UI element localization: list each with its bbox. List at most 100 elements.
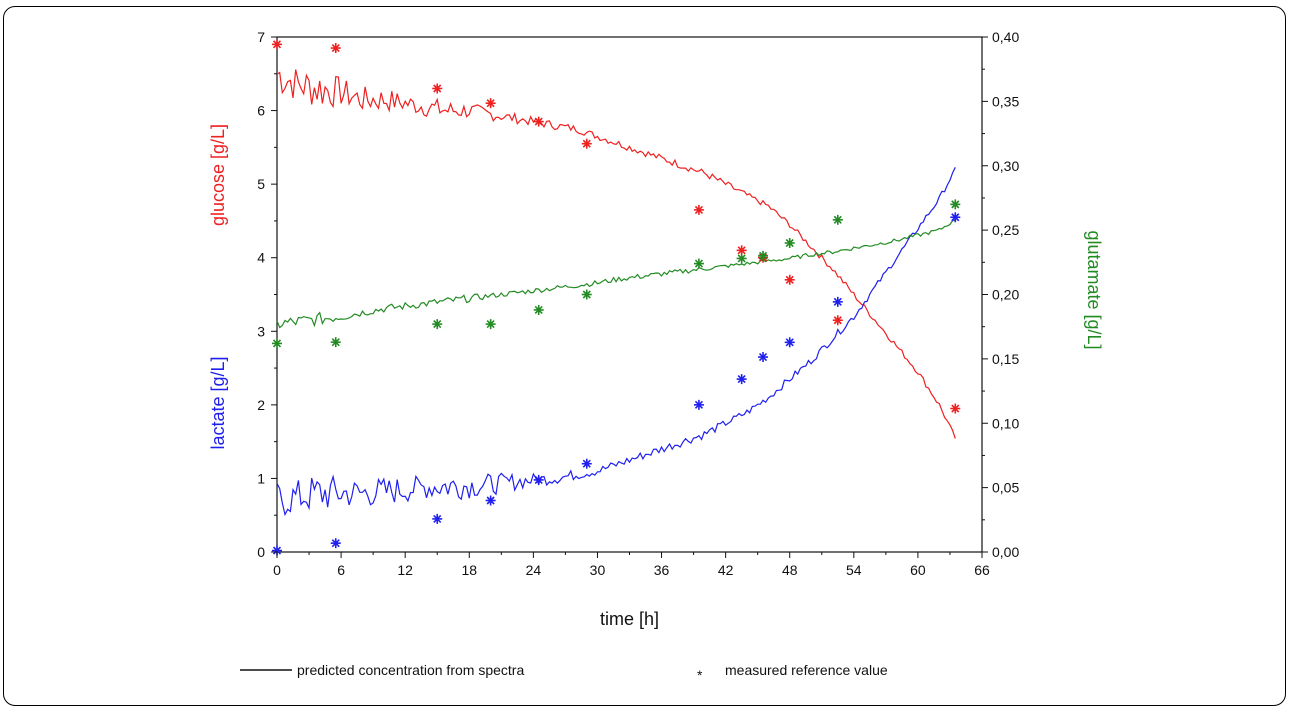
glutamate-measured-point	[272, 338, 282, 349]
glucose-measured-point	[272, 39, 282, 50]
plot-frame	[276, 36, 983, 553]
x-tick-label: 6	[337, 562, 345, 578]
marker-stroke	[331, 43, 340, 53]
y-axis-label-lactate: lactate [g/L]	[208, 356, 228, 449]
marker-stroke	[433, 320, 442, 329]
legend: predicted concentration from spectra * m…	[240, 662, 888, 683]
marker-stroke	[785, 275, 794, 284]
left-tick-label: 4	[257, 250, 265, 266]
marker-stroke	[785, 338, 794, 347]
marker-stroke	[486, 99, 495, 108]
x-tick-label: 54	[846, 562, 862, 578]
marker-stroke	[331, 338, 340, 347]
lactate-predicted-line	[276, 167, 956, 517]
x-tick-label: 0	[273, 562, 281, 578]
glutamate-predicted-line	[276, 219, 956, 329]
glutamate-measured-point	[533, 304, 544, 315]
lactate-measured-point	[736, 374, 747, 385]
glucose-measured-point	[533, 116, 544, 127]
glutamate-measured-point	[581, 289, 592, 300]
marker-stroke	[433, 514, 442, 523]
marker-stroke	[534, 305, 543, 315]
lactate-measured-point	[485, 495, 496, 506]
glutamate-measured-point	[736, 253, 747, 264]
marker-stroke	[694, 205, 703, 214]
left-tick-label: 1	[257, 470, 265, 486]
left-tick-label: 3	[257, 323, 265, 339]
legend-marker-swatch: *	[697, 667, 703, 683]
right-tick-label: 0,25	[992, 222, 1019, 238]
marker-stroke	[951, 213, 960, 222]
lactate-measured-point	[432, 513, 443, 524]
marker-stroke	[433, 84, 442, 93]
right-tick-label: 0,40	[992, 29, 1019, 45]
glucose-measured-point	[950, 403, 961, 414]
marker-stroke	[737, 254, 746, 263]
x-axis-label: time [h]	[600, 609, 659, 629]
x-tick-label: 48	[782, 562, 798, 578]
left-tick-label: 6	[257, 103, 265, 119]
y-axis-label-glutamate: glutamate [g/L]	[1084, 230, 1104, 349]
glutamate-measured-point	[330, 337, 341, 348]
glutamate-measured-point	[485, 319, 496, 330]
x-tick-label: 18	[461, 562, 477, 578]
legend-marker-label: measured reference value	[725, 662, 888, 678]
glucose-predicted-line	[276, 69, 956, 439]
right-tick-label: 0,20	[992, 287, 1019, 303]
marker-stroke	[951, 404, 960, 413]
left-tick-label: 5	[257, 176, 265, 192]
marker-stroke	[737, 246, 746, 255]
glutamate-measured-point	[693, 258, 704, 269]
marker-stroke	[833, 316, 842, 325]
marker-stroke	[951, 200, 960, 209]
x-tick-label: 42	[718, 562, 734, 578]
x-tick-label: 60	[910, 562, 926, 578]
right-tick-label: 0,15	[992, 351, 1019, 367]
left-tick-label: 0	[257, 544, 265, 560]
glucose-measured-point	[432, 83, 443, 94]
x-tick-label: 36	[654, 562, 670, 578]
right-tick-label: 0,05	[992, 480, 1019, 496]
x-tick-label: 24	[526, 562, 542, 578]
marker-stroke	[833, 297, 842, 306]
marker-stroke	[272, 546, 282, 555]
glucose-measured-point	[832, 315, 843, 326]
right-tick-label: 0,00	[992, 544, 1019, 560]
lactate-measured-point	[693, 399, 704, 410]
marker-stroke	[331, 539, 340, 548]
legend-line-label: predicted concentration from spectra	[297, 662, 524, 678]
right-tick-label: 0,35	[992, 93, 1019, 109]
marker-stroke	[582, 139, 591, 148]
marker-stroke	[534, 117, 543, 126]
lactate-measured-point	[533, 474, 544, 485]
glucose-measured-point	[784, 274, 795, 285]
right-tick-label: 0,10	[992, 415, 1019, 431]
marker-stroke	[272, 40, 282, 49]
x-tick-label: 12	[397, 562, 413, 578]
glucose-measured-point	[581, 138, 592, 149]
glucose-measured-point	[330, 43, 341, 54]
lactate-measured-point	[784, 337, 795, 348]
marker-stroke	[534, 475, 543, 484]
x-tick-label: 66	[974, 562, 990, 578]
glucose-measured-point	[485, 98, 496, 109]
series-layer	[276, 69, 956, 517]
glutamate-measured-point	[784, 238, 795, 248]
lactate-measured-point	[832, 296, 843, 307]
y-axis-label-glucose: glucose [g/L]	[208, 124, 228, 226]
marker-stroke	[694, 400, 703, 409]
marker-stroke	[785, 238, 794, 248]
x-tick-label: 30	[590, 562, 606, 578]
marker-stroke	[694, 259, 703, 268]
lactate-measured-point	[581, 458, 592, 469]
glutamate-measured-point	[950, 199, 961, 210]
marker-stroke	[582, 459, 591, 468]
left-tick-label: 2	[257, 397, 265, 413]
glutamate-measured-point	[832, 214, 843, 225]
markers-layer	[272, 39, 961, 556]
marker-stroke	[486, 496, 495, 505]
marker-stroke	[582, 290, 591, 299]
marker-stroke	[758, 352, 768, 362]
lactate-measured-point	[758, 352, 769, 363]
glucose-measured-point	[693, 204, 704, 215]
